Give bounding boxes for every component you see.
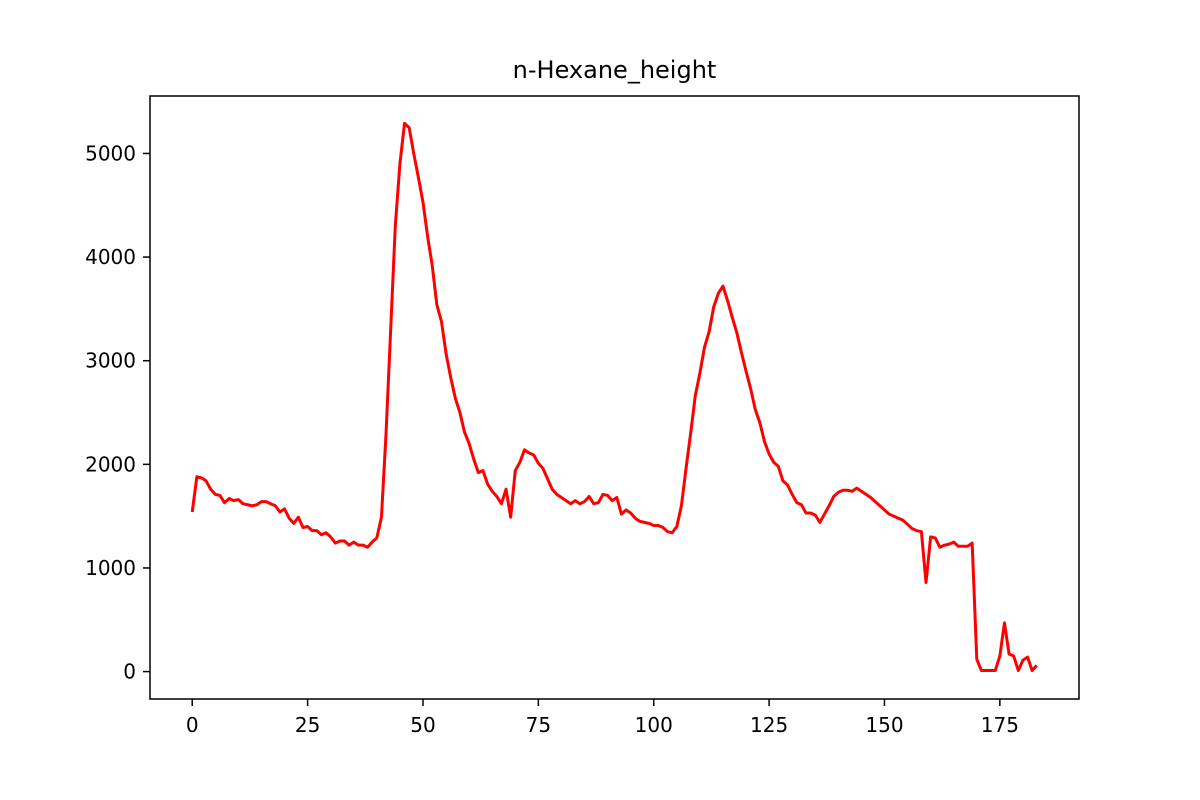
x-tick-label: 0 xyxy=(186,713,199,737)
y-tick-label: 3000 xyxy=(85,349,136,373)
plot-frame xyxy=(149,95,1080,700)
chart-title: n-Hexane_height xyxy=(513,56,717,84)
data-line xyxy=(190,121,1038,673)
y-tick-label: 4000 xyxy=(85,245,136,269)
x-tick-label: 25 xyxy=(295,713,320,737)
y-tick-label: 2000 xyxy=(85,452,136,476)
x-tick-label: 100 xyxy=(635,713,673,737)
x-tick-label: 175 xyxy=(981,713,1019,737)
y-tick-label: 5000 xyxy=(85,141,136,165)
x-tick-label: 50 xyxy=(410,713,435,737)
x-tick-label: 75 xyxy=(526,713,551,737)
x-tick-label: 125 xyxy=(750,713,788,737)
y-tick-label: 0 xyxy=(123,660,136,684)
y-tick-label: 1000 xyxy=(85,556,136,580)
x-tick-label: 150 xyxy=(865,713,903,737)
